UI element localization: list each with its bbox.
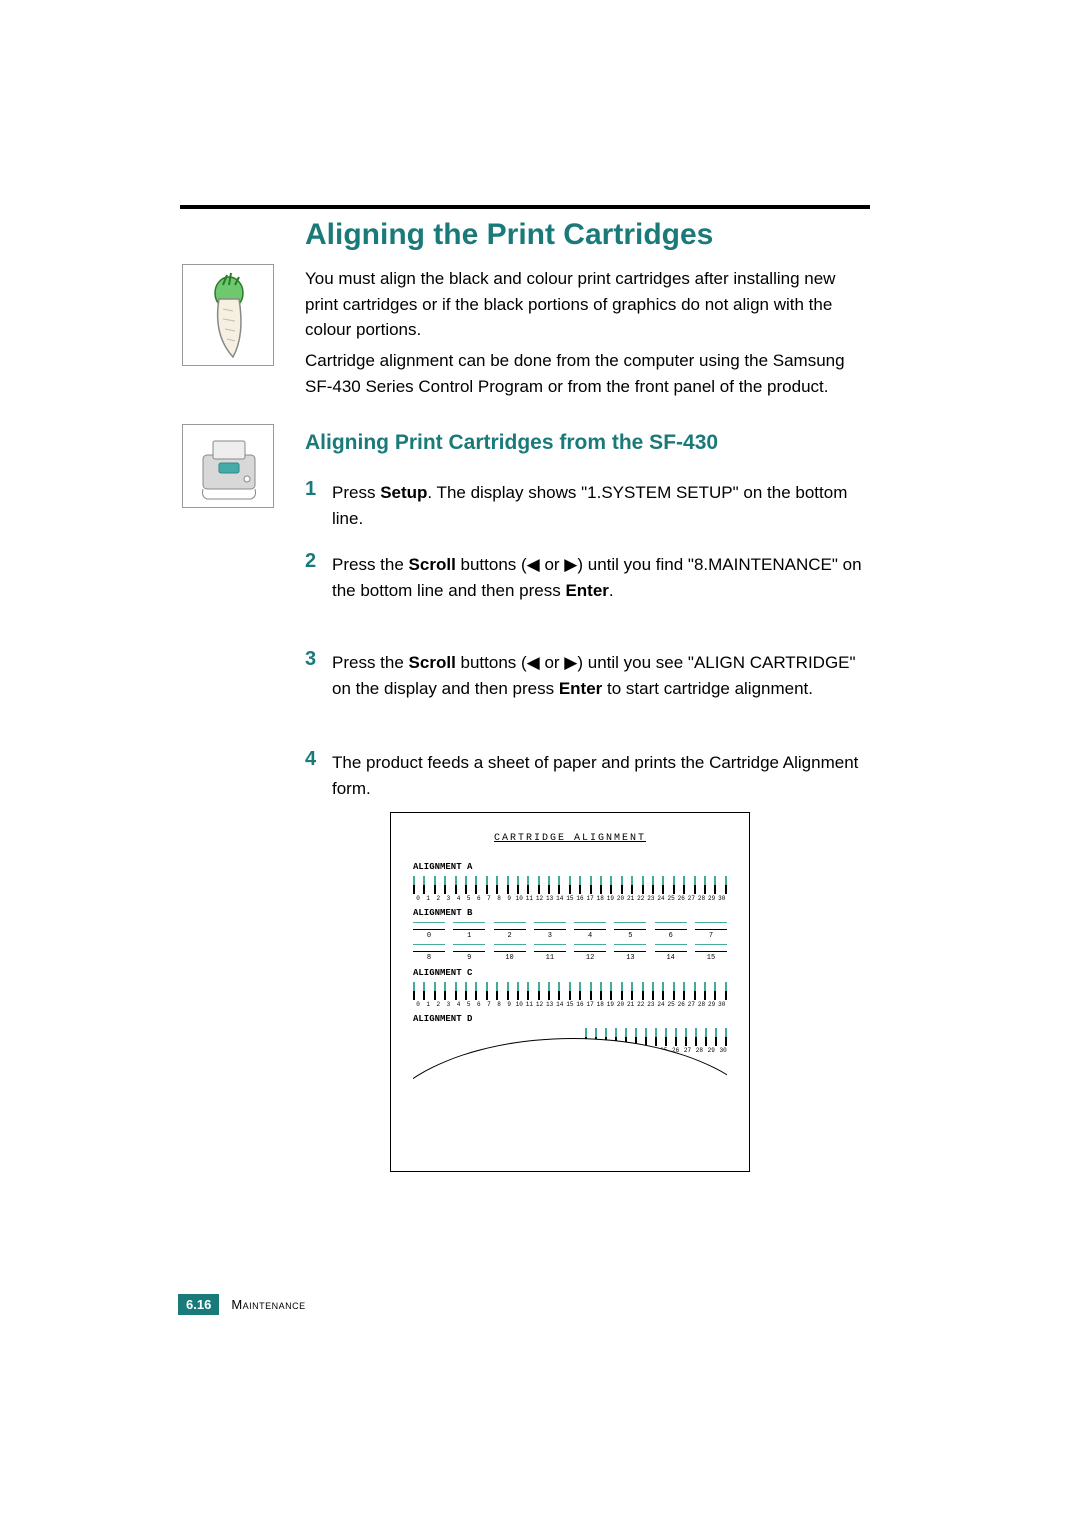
step-3-bold-2: Enter <box>559 679 602 698</box>
step-2-bold-1: Scroll <box>409 555 456 574</box>
page-footer: 6.16 Maintenance <box>178 1294 306 1315</box>
step-2-pre: Press the <box>332 555 409 574</box>
printer-icon <box>182 424 274 508</box>
top-rule <box>180 205 870 209</box>
alignment-b-row2-segs <box>413 944 727 952</box>
alignment-c-label: ALIGNMENT C <box>413 968 727 978</box>
alignment-a-numbers: 0123456789101112131415161718192021222324… <box>413 895 727 902</box>
step-1-pre: Press <box>332 483 380 502</box>
step-2-post: . <box>609 581 614 600</box>
step-number-1: 1 <box>305 478 316 501</box>
alignment-b-label: ALIGNMENT B <box>413 908 727 918</box>
page-number-badge: 6.16 <box>178 1294 219 1315</box>
sub-heading: Aligning Print Cartridges from the SF-43… <box>305 431 718 455</box>
alignment-d-label: ALIGNMENT D <box>413 1014 727 1024</box>
alignment-b-row1-nums: 01234567 <box>413 932 727 940</box>
step-text-1: Press Setup. The display shows "1.SYSTEM… <box>332 480 868 531</box>
step-number-4: 4 <box>305 748 316 771</box>
alignment-a-label: ALIGNMENT A <box>413 862 727 872</box>
chapter-name: Maintenance <box>231 1297 305 1312</box>
alignment-c-numbers: 0123456789101112131415161718192021222324… <box>413 1001 727 1008</box>
alignment-c-ticks <box>413 982 727 1000</box>
step-number-2: 2 <box>305 550 316 573</box>
step-2-bold-2: Enter <box>565 581 608 600</box>
step-3-post: to start cartridge alignment. <box>602 679 813 698</box>
alignment-b-row2-nums: 89101112131415 <box>413 954 727 962</box>
step-text-3: Press the Scroll buttons (◀ or ▶) until … <box>332 650 868 701</box>
intro-paragraph-1: You must align the black and colour prin… <box>305 266 865 343</box>
cartridge-icon <box>182 264 274 366</box>
step-text-2: Press the Scroll buttons (◀ or ▶) until … <box>332 552 868 603</box>
step-3-pre: Press the <box>332 653 409 672</box>
intro-paragraph-2: Cartridge alignment can be done from the… <box>305 348 865 399</box>
alignment-b-row1-segs <box>413 922 727 930</box>
step-1-bold: Setup <box>380 483 427 502</box>
step-3-bold-1: Scroll <box>409 653 456 672</box>
document-page: Aligning the Print Cartridges You must a… <box>0 0 1080 1528</box>
page-heading: Aligning the Print Cartridges <box>305 218 713 252</box>
step-text-4: The product feeds a sheet of paper and p… <box>332 750 868 801</box>
alignment-d-wrap: 161718192021222324252627282930 <box>413 1028 727 1098</box>
form-title: CARTRIDGE ALIGNMENT <box>413 833 727 844</box>
alignment-a-ticks <box>413 876 727 894</box>
step-number-3: 3 <box>305 648 316 671</box>
alignment-form-figure: CARTRIDGE ALIGNMENT ALIGNMENT A 01234567… <box>390 812 750 1172</box>
